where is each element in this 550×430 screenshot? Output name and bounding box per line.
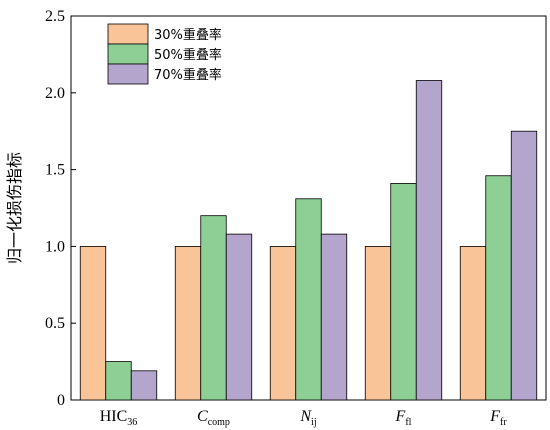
legend-swatch xyxy=(107,63,149,85)
bar xyxy=(79,245,107,401)
y-tick-label: 2.5 xyxy=(45,8,65,25)
bar xyxy=(225,233,253,401)
y-tick-label: 1.5 xyxy=(45,162,65,179)
legend-label: 70%重叠率 xyxy=(154,67,222,83)
y-tick-label: 1.0 xyxy=(45,238,65,255)
bar xyxy=(390,183,417,401)
bar xyxy=(320,233,348,401)
legend-label: 30%重叠率 xyxy=(154,27,222,43)
bar xyxy=(174,245,202,401)
x-tick-label: Ffl xyxy=(395,408,412,428)
legend-label: 50%重叠率 xyxy=(154,47,222,63)
x-tick-label: HIC36 xyxy=(100,408,138,428)
legend-swatch xyxy=(107,23,149,45)
bar xyxy=(415,80,443,401)
bar xyxy=(459,245,487,401)
x-tick-label: Ffr xyxy=(489,408,507,428)
bar xyxy=(364,245,392,401)
bar xyxy=(269,245,297,401)
bar xyxy=(105,361,132,401)
bar xyxy=(510,130,538,401)
x-tick-label: Ccomp xyxy=(197,408,230,428)
bar xyxy=(485,175,512,401)
legend: 30%重叠率 50%重叠率 70%重叠率 xyxy=(107,23,222,85)
y-tick-label: 2.0 xyxy=(45,85,65,102)
y-tick-label: 0 xyxy=(57,392,65,409)
y-tick-label: 0.5 xyxy=(45,315,65,332)
legend-swatch xyxy=(107,43,149,65)
y-axis-label: 归一化损伤指标 xyxy=(5,152,24,264)
y-axis: 0 0.5 1.0 1.5 2.0 2.5 xyxy=(45,8,76,409)
bars xyxy=(79,80,538,401)
x-axis: HIC36 Ccomp Nij Ffl Ffr xyxy=(100,395,507,428)
bar xyxy=(200,215,227,401)
bar xyxy=(295,198,322,401)
bar xyxy=(130,370,158,401)
x-tick-label: Nij xyxy=(299,408,316,428)
